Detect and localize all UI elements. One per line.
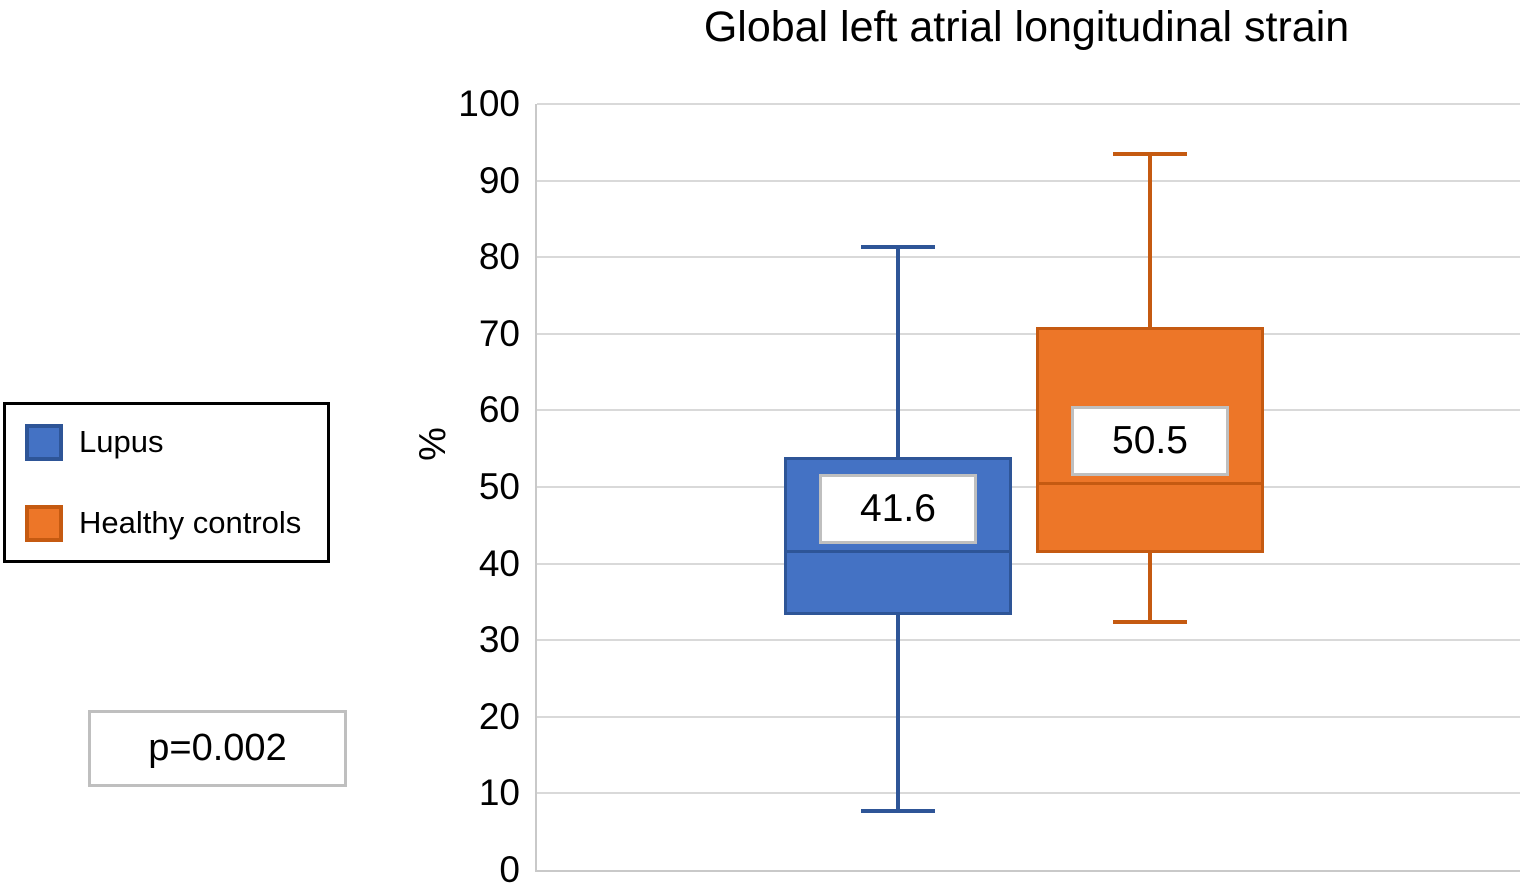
lupus-upper-whisker <box>896 247 900 458</box>
gridline-50 <box>537 486 1520 488</box>
y-tick-label-20: 20 <box>478 695 520 737</box>
y-tick-label-30: 30 <box>478 619 520 661</box>
gridline-20 <box>537 715 1520 718</box>
lupus-max-cap <box>861 245 935 250</box>
y-tick-label-10: 10 <box>478 772 520 814</box>
p-value-text: p=0.002 <box>148 727 287 769</box>
healthy-controls-lower-whisker <box>1148 552 1152 622</box>
gridline-70 <box>537 332 1520 335</box>
gridline-80 <box>537 256 1520 259</box>
y-tick-label-90: 90 <box>478 159 520 201</box>
gridline-100 <box>537 103 1520 105</box>
lupus-min-cap <box>861 809 935 814</box>
gridline-30 <box>537 639 1520 642</box>
y-tick-label-40: 40 <box>478 542 520 584</box>
y-tick-label-60: 60 <box>478 389 520 431</box>
gridline-90 <box>537 179 1520 182</box>
healthy-controls-median-label: 50.5 <box>1071 406 1229 477</box>
y-tick-label-70: 70 <box>478 312 520 354</box>
y-tick-label-100: 100 <box>458 83 520 124</box>
legend-item-lupus: Lupus <box>25 423 327 461</box>
lupus-median-line <box>784 549 1012 553</box>
y-tick-label-80: 80 <box>478 236 520 278</box>
lupus-median-label: 41.6 <box>819 474 977 545</box>
gridline-10 <box>537 792 1520 795</box>
legend-label-lupus: Lupus <box>79 424 164 459</box>
gridline-60 <box>537 409 1520 412</box>
gridline-40 <box>537 562 1520 565</box>
healthy-controls-upper-whisker <box>1148 153 1152 327</box>
plot-area: 0 10 20 30 40 50 60 70 80 90 100 41.6 50.5 <box>458 83 1520 890</box>
lupus-lower-whisker <box>896 614 900 812</box>
healthy-controls-swatch-icon <box>25 504 63 542</box>
healthy-controls-min-cap <box>1113 619 1187 624</box>
lupus-swatch-icon <box>25 423 63 461</box>
chart-title: Global left atrial longitudinal strain <box>703 3 1350 51</box>
legend-item-healthy-controls: Healthy controls <box>25 504 327 542</box>
legend-label-healthy-controls: Healthy controls <box>79 505 302 540</box>
healthy-controls-max-cap <box>1113 151 1187 156</box>
legend-box: Lupus Healthy controls <box>3 402 330 563</box>
y-tick-label-0: 0 <box>499 849 520 890</box>
healthy-controls-median-line <box>1036 481 1264 485</box>
p-value-box: p=0.002 <box>88 710 347 787</box>
y-tick-label-50: 50 <box>478 466 520 507</box>
